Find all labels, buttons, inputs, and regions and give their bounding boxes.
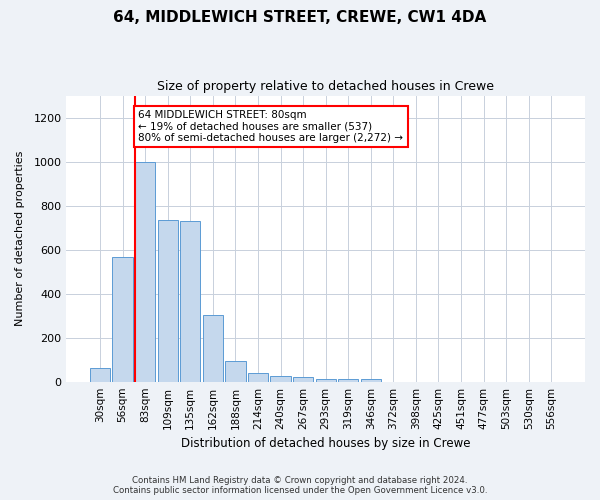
Bar (248, 374, 268, 382)
Y-axis label: Number of detached properties: Number of detached properties (15, 151, 25, 326)
Bar (361, 380, 381, 382)
Bar (90, 368, 110, 382)
Text: Contains HM Land Registry data © Crown copyright and database right 2024.
Contai: Contains HM Land Registry data © Crown c… (113, 476, 487, 495)
Title: Size of property relative to detached houses in Crewe: Size of property relative to detached ho… (157, 80, 494, 93)
Bar (112, 257, 133, 382)
Bar (135, 162, 155, 382)
Bar (180, 221, 200, 382)
Text: 64, MIDDLEWICH STREET, CREWE, CW1 4DA: 64, MIDDLEWICH STREET, CREWE, CW1 4DA (113, 10, 487, 25)
Bar (338, 380, 358, 382)
Bar (158, 220, 178, 382)
Text: 64 MIDDLEWICH STREET: 80sqm
← 19% of detached houses are smaller (537)
80% of se: 64 MIDDLEWICH STREET: 80sqm ← 19% of det… (139, 110, 403, 143)
Bar (203, 314, 223, 382)
Bar (271, 376, 290, 382)
Bar (225, 361, 245, 382)
Bar (316, 378, 336, 382)
X-axis label: Distribution of detached houses by size in Crewe: Distribution of detached houses by size … (181, 437, 470, 450)
Bar (293, 378, 313, 382)
